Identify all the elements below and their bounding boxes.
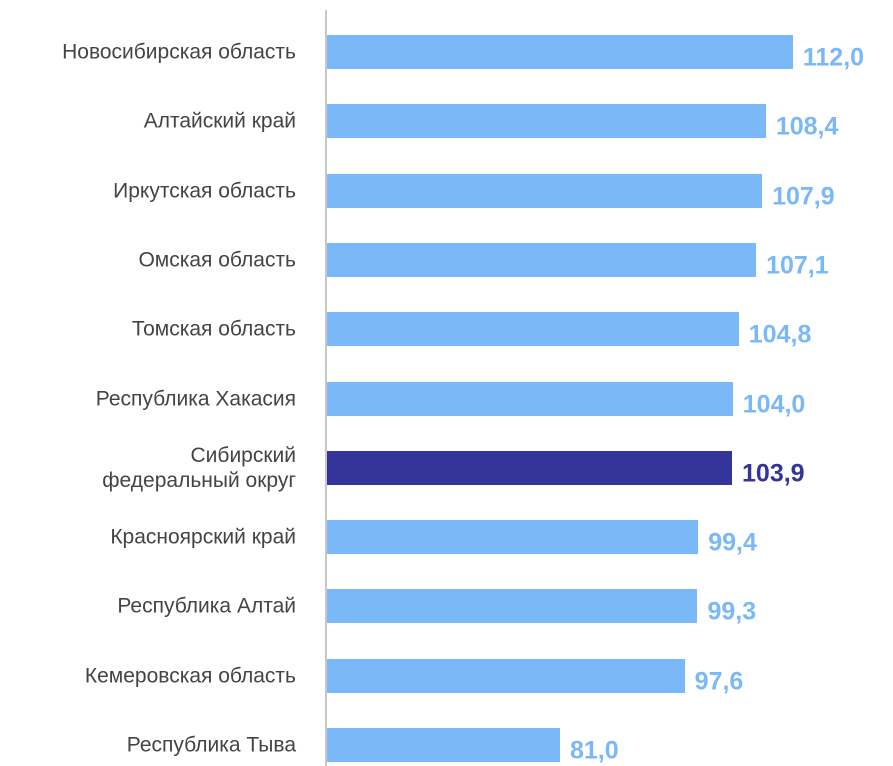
value-label: 104,0 (742, 390, 806, 418)
bar (327, 173, 763, 208)
value-label: 108,4 (775, 112, 839, 141)
bar (327, 520, 699, 555)
value-label: 103,9 (742, 459, 805, 488)
bar (327, 450, 733, 485)
value-label: 107,9 (772, 182, 835, 211)
value-label: 97,6 (694, 667, 744, 696)
axis-line (325, 10, 327, 766)
category-label: Сибирский федеральный округ (102, 443, 296, 492)
value-label: 99,3 (707, 597, 757, 626)
category-label: Новосибирская область (62, 40, 296, 64)
category-label: Республика Тыва (126, 733, 296, 757)
category-label: Кемеровская область (84, 664, 296, 688)
category-label: Республика Алтай (117, 594, 296, 618)
bar (327, 728, 560, 762)
category-label: Томская область (131, 317, 296, 341)
value-label: 99,4 (708, 528, 757, 557)
value-label: 112,0 (802, 43, 865, 72)
value-label: 107,1 (766, 251, 829, 280)
value-label: 81,0 (569, 736, 619, 765)
bar (327, 242, 757, 277)
category-label: Красноярский край (110, 525, 296, 549)
category-label: Иркутская область (113, 179, 296, 203)
bar (327, 312, 739, 347)
category-label: Алтайский край (143, 109, 296, 133)
bar (327, 104, 766, 139)
value-label: 104,8 (748, 320, 812, 349)
bar (327, 35, 793, 69)
bar (327, 658, 685, 693)
category-label: Республика Хакасия (95, 387, 296, 410)
category-label: Омская область (138, 248, 296, 272)
bar (327, 589, 698, 624)
bar (327, 381, 733, 416)
